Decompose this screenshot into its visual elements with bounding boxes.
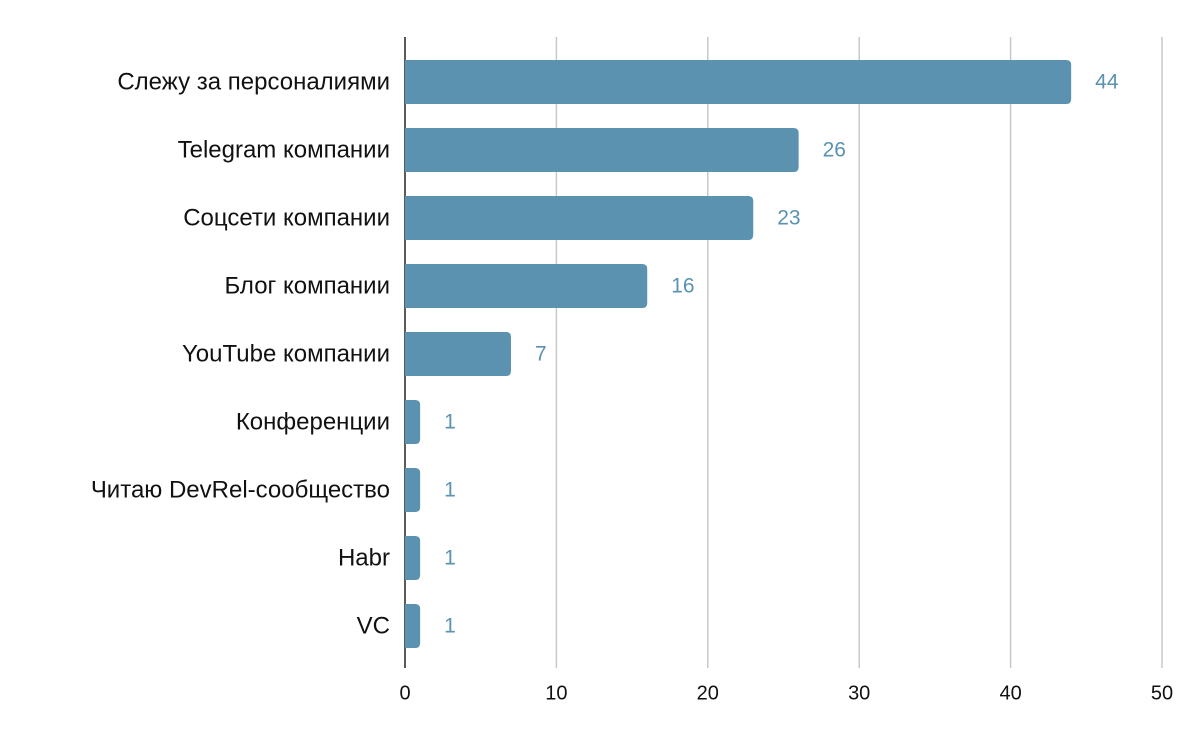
bar — [405, 468, 421, 512]
y-tick-label: Блог компании — [224, 272, 390, 299]
y-tick-label: Habr — [338, 544, 390, 571]
value-label: 1 — [444, 547, 456, 570]
bar — [405, 196, 754, 240]
value-label: 1 — [444, 411, 456, 434]
value-label: 23 — [777, 207, 800, 230]
bar — [405, 60, 1072, 104]
bar — [405, 536, 421, 580]
y-tick-label: Соцсети компании — [183, 204, 390, 231]
y-tick-label: YouTube компании — [182, 340, 390, 367]
bar — [405, 264, 648, 308]
x-tick-label: 40 — [999, 682, 1021, 704]
value-label: 1 — [444, 615, 456, 638]
value-label: 7 — [535, 343, 547, 366]
bar — [405, 400, 421, 444]
bar — [405, 604, 421, 648]
y-tick-label: VC — [357, 612, 390, 639]
x-tick-label: 30 — [848, 682, 870, 704]
bar — [405, 128, 799, 172]
y-tick-label: Telegram компании — [178, 136, 390, 163]
value-label: 16 — [671, 275, 694, 298]
x-tick-label: 50 — [1151, 682, 1173, 704]
value-label: 1 — [444, 479, 456, 502]
y-tick-label: Конференции — [236, 408, 390, 435]
value-label: 26 — [823, 139, 846, 162]
x-tick-label: 0 — [399, 682, 410, 704]
bar — [405, 332, 511, 376]
x-tick-label: 10 — [545, 682, 567, 704]
y-tick-label: Читаю DevRel-сообщество — [91, 476, 390, 503]
y-tick-label: Слежу за персоналиями — [117, 68, 390, 95]
value-label: 44 — [1095, 71, 1119, 94]
x-tick-label: 20 — [697, 682, 719, 704]
